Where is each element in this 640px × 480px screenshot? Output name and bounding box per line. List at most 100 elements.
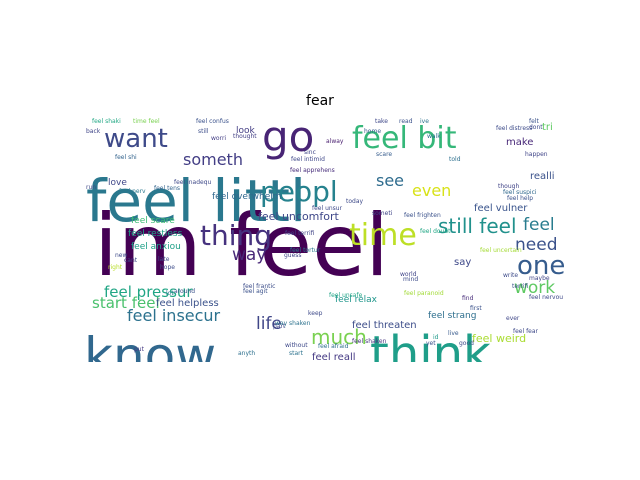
word-work: work [514, 278, 556, 298]
word-love: love [108, 178, 127, 188]
word-make: make [506, 137, 534, 148]
word-feel-apprehens: feel apprehens [290, 167, 335, 174]
word-feel-insecur: feel insecur [127, 306, 221, 325]
word-home: home [364, 128, 382, 135]
word-feel-shaki: feel shaki [92, 118, 121, 125]
word-still-feel: still feel [438, 214, 517, 238]
word-sinc: sinc [304, 149, 316, 156]
word-feel-tortur: feel tortur [290, 247, 321, 254]
word-tri: tri [542, 122, 553, 133]
word-still: still [198, 128, 209, 135]
word-walk: walk [427, 133, 441, 140]
word-feel-frighten: feel frighten [404, 212, 441, 219]
word-feel-reall: feel reall [312, 352, 356, 363]
word-feel-strang: feel strang [428, 311, 477, 321]
word-feel-helpless: feel helpless [156, 298, 219, 309]
word-need: need [515, 235, 558, 255]
word-feel-unsafe: feel unsafe [329, 292, 363, 299]
word-mind: mind [403, 276, 419, 283]
word-live: live [448, 330, 459, 337]
word-life: life [256, 314, 282, 334]
word-time-feel: time feel [133, 118, 160, 125]
word-someth: someth [183, 150, 243, 169]
word-run: run [86, 184, 97, 191]
word-feel-terrifi: feel terrifi [285, 230, 315, 237]
word-feel-uncomfort: feel uncomfort [258, 210, 339, 223]
word-feel-intimid: feel intimid [291, 156, 325, 163]
word-feel-restless: feel restless [128, 229, 183, 239]
word-feel-frantic: feel frantic [243, 283, 276, 290]
word-anyth: anyth [238, 350, 256, 357]
word-part: part [273, 323, 286, 330]
word-put: put [134, 346, 144, 353]
word-ive: ive [420, 118, 429, 125]
word-happen: happen [525, 151, 548, 158]
word-think: think [370, 326, 491, 362]
word-feel-threaten: feel threaten [352, 320, 417, 331]
word-id: id [433, 334, 439, 341]
word-way-shaken: way shaken [275, 320, 311, 327]
word-scare: scare [376, 151, 393, 158]
word-feel-inadequ: feel inadequ [174, 179, 212, 186]
word-peopl: peopl [260, 175, 338, 208]
word-feel-fear: feel fear [513, 328, 539, 335]
word-go: go [262, 117, 315, 161]
word-take: take [375, 118, 388, 125]
word-feel-doubt: feel doubt [420, 228, 451, 235]
word-start-feel: start feel [92, 294, 160, 312]
word-yet: yet [426, 340, 436, 347]
word-read: read [399, 118, 413, 125]
word-much: much [311, 325, 367, 349]
word-feel-relax: feel relax [335, 295, 377, 305]
word-world: world [400, 271, 417, 278]
word-lot: lot [166, 290, 174, 297]
word-without: without [285, 342, 308, 349]
word-feel-confus: feel confus [196, 118, 229, 125]
word-worri: worri [211, 135, 227, 142]
word-today: today [346, 198, 364, 205]
word-feel-agit: feel agit [243, 288, 268, 295]
word-feel-nervou: feel nervou [529, 294, 564, 301]
word-im-feel: im feel [94, 196, 389, 296]
word-feel-pressur: feel pressur [104, 283, 193, 301]
word-feel-weird: feel weird [472, 332, 527, 345]
word-feel-anxiou: feel anxiou [131, 242, 181, 252]
word-first: first [470, 305, 482, 312]
word-want: want [104, 124, 168, 154]
word-though: though [498, 183, 520, 190]
word-terrifi: terrifi [512, 283, 529, 290]
word-cant: cant [124, 257, 138, 264]
word-feel-vulner: feel vulner [474, 203, 528, 214]
word-keep: keep [308, 310, 323, 317]
word-time: time [349, 218, 417, 253]
word-feel-paranoid: feel paranoid [404, 290, 444, 297]
word-see: see [376, 171, 405, 190]
word-cloud: im feel feel littl know think go feel bit want… [80, 117, 569, 362]
word-new: new [115, 252, 128, 259]
word-maybe: maybe [529, 275, 550, 282]
word-felt: felt [529, 118, 539, 125]
word-look: look [236, 126, 255, 136]
word-say: say [454, 257, 472, 268]
word-feel-distress: feel distress [496, 125, 533, 132]
word-thought: thought [233, 133, 257, 140]
word-feel-overwhelm: feel overwhelm [212, 192, 282, 202]
word-feel-bit: feel bit [352, 121, 457, 156]
word-feel-suspici: feel suspici [503, 189, 537, 196]
word-thing: thing [200, 219, 273, 252]
word-one: one [517, 251, 566, 281]
word-ever: ever [506, 315, 520, 322]
word-late: late [158, 256, 170, 263]
word-start: start [289, 350, 303, 357]
word-write: write [503, 272, 519, 279]
word-feel-shi: feel shi [115, 154, 137, 161]
word-feel-nerv: feel nerv [119, 188, 146, 195]
word-feel-afraid: feel afraid [318, 343, 349, 350]
word-alway: alway [326, 138, 344, 145]
word-around: around [174, 288, 196, 295]
word-know: know [84, 327, 217, 362]
word-someti: someti [372, 210, 393, 217]
word-back: back [86, 128, 101, 135]
word-feel-shaken: feel shaken [352, 338, 387, 345]
